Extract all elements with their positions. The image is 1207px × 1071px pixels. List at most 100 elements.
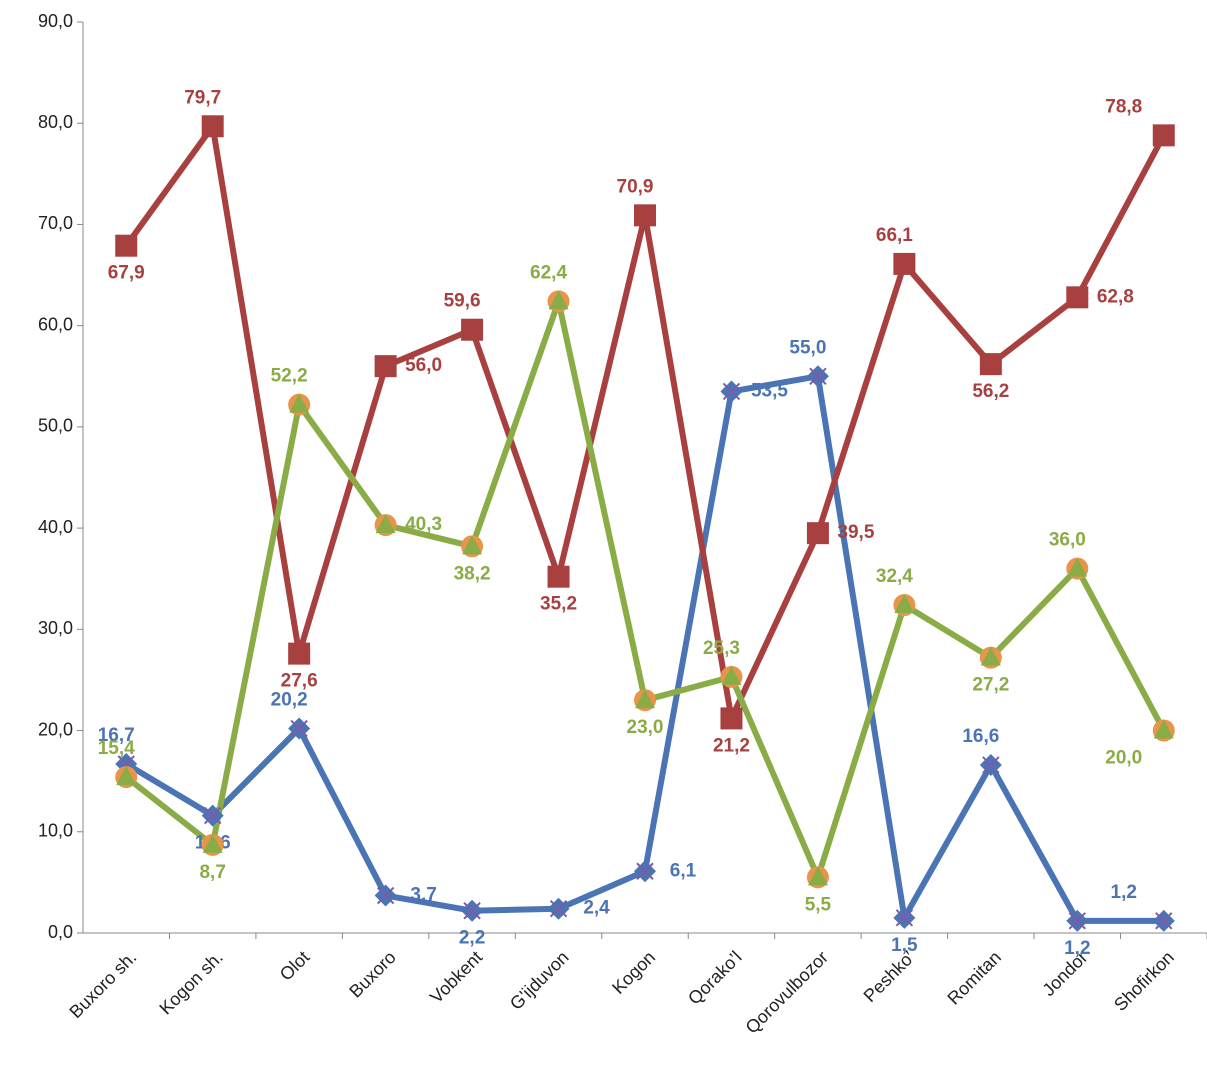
marker — [1066, 286, 1089, 309]
data-label: 8,7 — [199, 862, 225, 883]
marker — [1066, 909, 1089, 932]
marker-square — [201, 115, 224, 138]
marker — [461, 318, 484, 341]
marker — [634, 689, 656, 712]
marker — [979, 646, 1002, 669]
y-tick-label: 80,0 — [38, 112, 73, 132]
data-label: 66,1 — [876, 225, 913, 246]
marker-square — [720, 707, 743, 730]
data-label: 59,6 — [444, 291, 481, 312]
data-label: 70,9 — [617, 176, 654, 197]
marker-x — [982, 756, 1000, 774]
marker-triangle — [721, 665, 742, 685]
marker — [1066, 557, 1089, 580]
data-label: 20,2 — [271, 690, 308, 711]
data-label: 15,4 — [98, 738, 135, 759]
y-tick-label: 90,0 — [38, 11, 73, 31]
data-label: 25,3 — [703, 638, 740, 659]
data-label: 79,7 — [184, 87, 221, 108]
data-label: 38,2 — [454, 563, 491, 584]
marker-x — [463, 902, 481, 920]
marker — [893, 906, 916, 929]
marker — [201, 804, 224, 827]
marker — [201, 833, 224, 856]
data-label: 20,0 — [1105, 748, 1142, 769]
data-label: 5,5 — [805, 894, 832, 915]
marker-square — [634, 204, 656, 227]
x-tick-label: Shofirkon — [1110, 947, 1178, 1015]
marker — [374, 884, 397, 907]
marker-triangle — [807, 866, 828, 886]
marker — [115, 234, 138, 257]
y-tick-label: 20,0 — [38, 719, 73, 739]
data-label: 39,5 — [837, 522, 874, 543]
x-tick-label: Kogon sh. — [155, 947, 226, 1018]
marker-square — [374, 355, 397, 378]
marker-square — [979, 353, 1002, 376]
marker — [720, 665, 743, 688]
marker — [288, 393, 311, 416]
marker — [461, 535, 484, 558]
marker — [720, 707, 743, 730]
y-tick-label: 70,0 — [38, 213, 73, 233]
data-label: 23,0 — [627, 717, 664, 738]
data-label: 1,2 — [1064, 938, 1090, 959]
marker-square — [288, 642, 311, 665]
marker-x — [722, 382, 741, 401]
marker — [1152, 719, 1175, 742]
data-label: 55,0 — [789, 337, 826, 358]
marker-square — [461, 318, 484, 341]
data-label: 16,6 — [962, 726, 999, 747]
marker — [893, 594, 916, 617]
marker — [720, 380, 743, 403]
data-label: 6,1 — [670, 860, 697, 881]
data-label: 35,2 — [540, 594, 577, 615]
data-label: 16,7 — [98, 725, 135, 746]
marker-triangle — [1153, 719, 1174, 739]
data-label: 2,4 — [583, 898, 610, 919]
y-tick-label: 0,0 — [48, 922, 73, 942]
marker-triangle — [375, 514, 396, 534]
x-tick-label: Olot — [276, 947, 313, 984]
marker — [288, 642, 311, 665]
data-label: 1,5 — [891, 935, 918, 956]
x-tick-label: Romitan — [943, 947, 1005, 1009]
marker — [806, 365, 829, 388]
marker — [201, 115, 224, 138]
marker-triangle — [894, 594, 915, 614]
marker — [1152, 909, 1175, 932]
marker — [115, 766, 138, 789]
data-label: 3,7 — [410, 885, 436, 906]
x-tick-label: Qorako’l — [684, 947, 746, 1009]
marker — [374, 355, 397, 378]
data-label: 53,5 — [751, 380, 788, 401]
marker-square — [1152, 124, 1175, 147]
y-tick-label: 30,0 — [38, 618, 73, 638]
x-tick-label: Buxoro sh. — [65, 947, 140, 1022]
data-label: 52,2 — [271, 366, 308, 387]
data-label: 27,6 — [281, 671, 318, 692]
marker — [547, 565, 570, 588]
x-tick-label: Qorovulbozor — [742, 947, 833, 1038]
data-label: 1,2 — [1111, 882, 1137, 903]
marker — [634, 204, 656, 227]
marker-x — [895, 909, 914, 927]
marker-square — [806, 522, 829, 545]
marker — [979, 753, 1002, 776]
marker-x — [549, 899, 568, 918]
marker-x — [290, 719, 308, 738]
marker-triangle — [116, 766, 137, 786]
marker-square — [1066, 286, 1089, 309]
marker-x — [203, 806, 222, 825]
marker — [634, 860, 656, 883]
marker-triangle — [635, 689, 655, 709]
marker-square — [547, 565, 570, 588]
data-label: 2,2 — [459, 928, 485, 949]
marker-triangle — [548, 290, 569, 310]
x-tick-label: Vobkent — [426, 947, 486, 1007]
marker — [374, 514, 397, 537]
marker — [288, 717, 311, 740]
marker-x — [809, 367, 827, 385]
x-tick-label: G'ijduvon — [506, 947, 573, 1014]
